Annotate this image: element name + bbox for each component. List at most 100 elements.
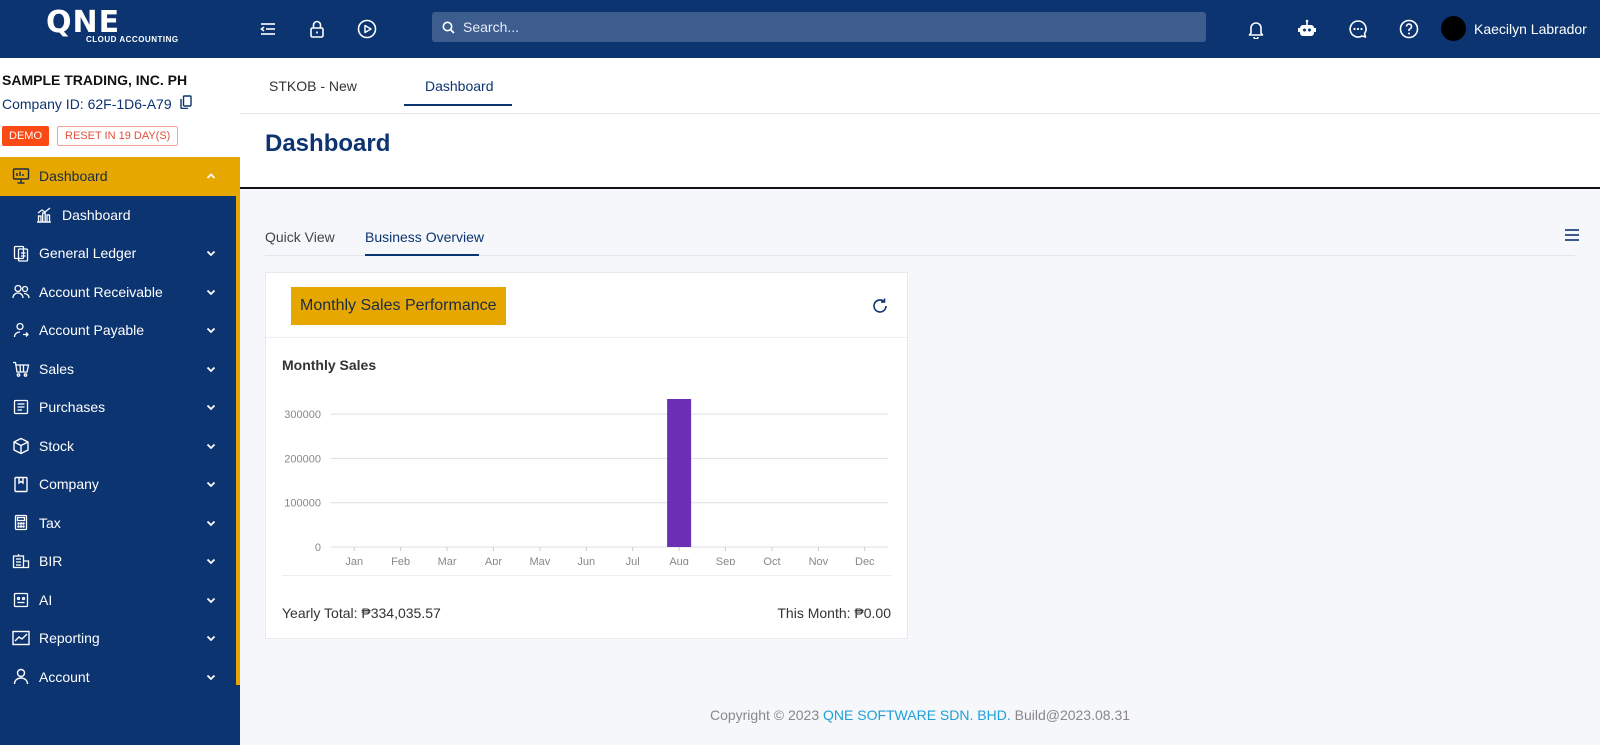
menu-icon[interactable]	[1564, 228, 1580, 247]
copy-icon[interactable]	[179, 95, 192, 112]
purchases-icon	[12, 398, 30, 416]
company-link[interactable]: QNE SOFTWARE SDN. BHD.	[823, 707, 1011, 723]
sidebar-item-stock[interactable]: Stock	[0, 427, 240, 466]
page-header: Dashboard	[240, 114, 1600, 189]
avatar	[1441, 16, 1466, 41]
active-subtab-indicator	[365, 254, 479, 256]
card-divider	[282, 575, 892, 576]
sidebar-item-account-receivable[interactable]: Account Receivable	[0, 273, 240, 312]
sidebar-item-sales[interactable]: Sales	[0, 350, 240, 389]
x-tick-label: Dec	[855, 556, 875, 565]
top-bar: QNE CLOUD ACCOUNTING Kaecilyn Labrador	[0, 0, 1600, 58]
footer: Copyright © 2023 QNE SOFTWARE SDN. BHD. …	[240, 707, 1600, 723]
chevron-down-icon	[206, 597, 216, 604]
sidebar-item-purchases[interactable]: Purchases	[0, 388, 240, 427]
x-tick-label: Feb	[391, 556, 410, 565]
sidebar-item-label: General Ledger	[39, 245, 137, 262]
card-header: Monthly Sales Performance	[266, 273, 907, 338]
search-input[interactable]	[463, 19, 1163, 35]
cart-icon	[12, 360, 30, 378]
sidebar-item-tax[interactable]: Tax	[0, 504, 240, 543]
sidebar-item-label: Account Payable	[39, 322, 145, 339]
x-tick-label: Aug	[669, 556, 689, 565]
search-icon	[442, 21, 455, 34]
monitor-icon	[12, 167, 30, 185]
page-title: Dashboard	[265, 130, 391, 157]
chevron-down-icon	[206, 520, 216, 527]
box-icon	[12, 437, 30, 455]
build-text: Build@2023.08.31	[1010, 707, 1131, 723]
active-tab-indicator	[404, 104, 512, 106]
dashboard-subtabs: Quick View Business Overview	[265, 226, 1575, 256]
sidebar-item-label: Tax	[39, 514, 61, 531]
ai-icon	[12, 591, 30, 609]
x-tick-label: Apr	[485, 556, 502, 565]
demo-badge: DEMO	[2, 126, 49, 146]
book-icon	[12, 475, 30, 493]
sidebar-item-general-ledger[interactable]: General Ledger	[0, 234, 240, 273]
user-name: Kaecilyn Labrador	[1474, 20, 1587, 37]
chevron-down-icon	[206, 328, 216, 334]
user-menu[interactable]: Kaecilyn Labrador	[1441, 16, 1587, 41]
chevron-down-icon	[206, 251, 216, 257]
reset-badge: RESET IN 19 DAY(S)	[57, 126, 179, 146]
company-id-label: Company ID: 62F-1D6-A79	[2, 95, 172, 112]
sidebar-item-label: Stock	[39, 437, 75, 454]
chat-icon[interactable]	[1346, 17, 1370, 41]
bank-icon	[12, 552, 30, 570]
company-badges: DEMO RESET IN 19 DAY(S)	[2, 126, 179, 146]
lock-icon[interactable]	[305, 17, 329, 41]
tab-business-overview[interactable]: Business Overview	[365, 229, 485, 245]
tab-stkob-new[interactable]: STKOB - New	[269, 78, 357, 94]
chevron-down-icon	[206, 405, 216, 411]
y-tick-label: 100000	[284, 498, 321, 510]
sidebar-item-bir[interactable]: BIR	[0, 542, 240, 581]
chart-title: Monthly Sales	[282, 357, 377, 373]
ledger-icon	[12, 244, 30, 262]
menu-accent-bar	[236, 195, 240, 685]
sidebar-item-label: Purchases	[39, 399, 106, 416]
chevron-down-icon	[206, 289, 216, 296]
sidebar-item-label: BIR	[39, 553, 63, 570]
monthly-sales-chart: 0 100000 200000 300000 Jan Feb Mar Apr May Jun Jul…	[284, 399, 888, 565]
menu-collapse-icon[interactable]	[256, 17, 280, 41]
sidebar-item-reporting[interactable]: Reporting	[0, 619, 240, 658]
qne-logo[interactable]: QNE CLOUD ACCOUNTING	[46, 8, 192, 45]
page-tabs: STKOB - New Dashboard	[240, 58, 1600, 114]
chevron-down-icon	[206, 636, 216, 642]
tab-quick-view[interactable]: Quick View	[265, 229, 335, 245]
payable-icon	[12, 321, 30, 339]
sidebar-item-label: Account	[39, 668, 90, 685]
chevron-down-icon	[206, 559, 216, 565]
sidebar-item-company[interactable]: Company	[0, 465, 240, 504]
tab-dashboard[interactable]: Dashboard	[425, 78, 494, 94]
yearly-total: Yearly Total: ₱334,035.57	[282, 605, 441, 621]
x-tick-label: Sep	[716, 556, 736, 565]
x-tick-label: Mar	[438, 556, 457, 565]
sidebar-item-ai[interactable]: AI	[0, 581, 240, 620]
chevron-down-icon	[206, 443, 216, 450]
sidebar-item-label: Account Receivable	[39, 283, 163, 300]
play-icon[interactable]	[355, 17, 379, 41]
sidebar-item-account[interactable]: Account	[0, 658, 240, 697]
chart-icon	[35, 206, 53, 224]
receivable-icon	[12, 283, 30, 301]
refresh-icon[interactable]	[871, 297, 889, 320]
x-tick-label: Oct	[763, 556, 780, 565]
y-tick-label: 300000	[284, 409, 321, 421]
bell-icon[interactable]	[1244, 17, 1268, 41]
sidebar-item-dashboard[interactable]: Dashboard	[0, 157, 240, 196]
company-id: Company ID: 62F-1D6-A79	[2, 95, 192, 112]
calculator-icon	[12, 514, 30, 532]
help-icon[interactable]	[1397, 17, 1421, 41]
bar-aug[interactable]	[667, 399, 692, 547]
search-bar[interactable]	[432, 12, 1206, 42]
sidebar-menu: Dashboard Dashboard General Ledger Accou…	[0, 157, 240, 745]
chevron-down-icon	[206, 482, 216, 488]
sidebar-subitem-dashboard[interactable]: Dashboard	[0, 196, 240, 235]
x-tick-label: Jan	[345, 556, 363, 565]
sidebar-item-account-payable[interactable]: Account Payable	[0, 311, 240, 350]
robot-icon[interactable]	[1295, 17, 1319, 41]
sidebar: SAMPLE TRADING, INC. PH Company ID: 62F-…	[0, 58, 240, 745]
chevron-up-icon	[206, 173, 216, 179]
